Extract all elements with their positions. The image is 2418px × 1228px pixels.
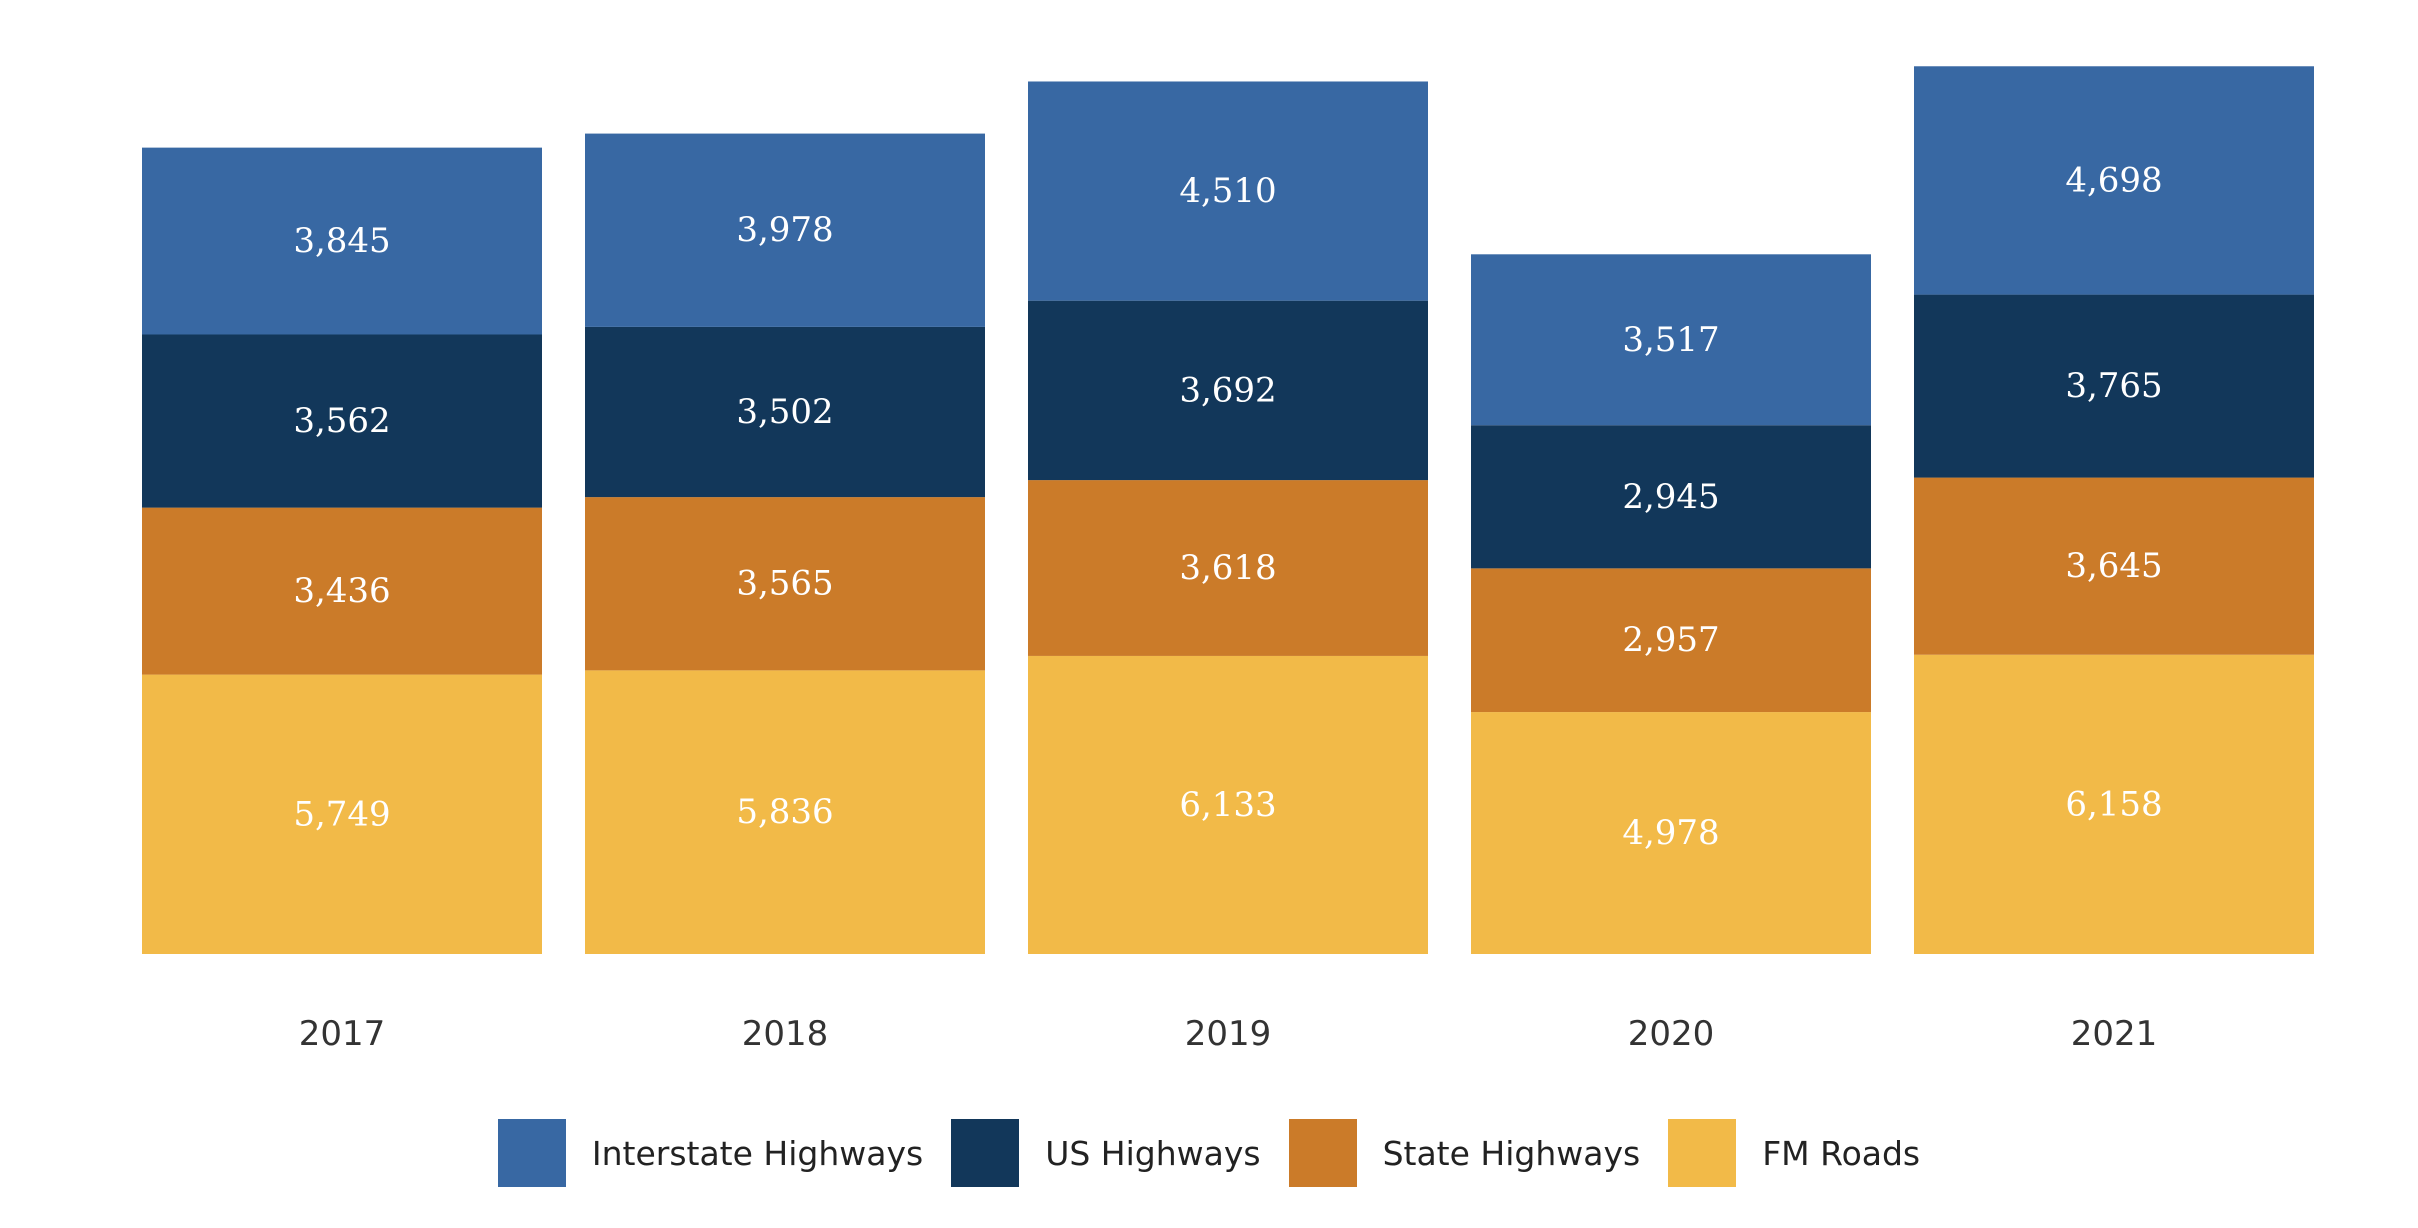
bar-us-highways-2017 <box>142 334 542 508</box>
legend-swatch-state-highways <box>1288 1119 1357 1187</box>
bar-interstate-highways-2019 <box>1028 81 1428 301</box>
legend-item-state-highways: State Highways <box>1288 1119 1641 1187</box>
data-label-fm-roads-2017: 5,749 <box>293 794 390 834</box>
bar-state-highways-2021 <box>1914 477 2314 655</box>
data-label-interstate-highways-2018: 3,978 <box>736 210 833 250</box>
data-label-us-highways-2020: 2,945 <box>1622 477 1719 517</box>
data-label-us-highways-2017: 3,562 <box>293 401 390 441</box>
bar-interstate-highways-2017 <box>142 147 542 335</box>
bar-fm-roads-2019 <box>1028 655 1428 954</box>
bar-state-highways-2020 <box>1471 568 1871 713</box>
x-tick-label-2017: 2017 <box>299 1014 386 1054</box>
bar-state-highways-2018 <box>585 497 985 671</box>
data-label-interstate-highways-2021: 4,698 <box>2065 160 2162 200</box>
bar-fm-roads-2021 <box>1914 654 2314 954</box>
bar-interstate-highways-2021 <box>1914 66 2314 295</box>
legend-label-fm-roads: FM Roads <box>1762 1133 1921 1173</box>
x-tick-label-2021: 2021 <box>2071 1014 2158 1054</box>
bar-us-highways-2020 <box>1471 425 1871 569</box>
bar-interstate-highways-2018 <box>585 133 985 327</box>
data-label-fm-roads-2018: 5,836 <box>736 792 833 832</box>
bar-state-highways-2019 <box>1028 480 1428 656</box>
chart-legend: Interstate Highways US Highways State Hi… <box>0 1115 2418 1191</box>
bars-layer <box>142 66 2314 954</box>
bar-us-highways-2021 <box>1914 294 2314 478</box>
legend-swatch-fm-roads <box>1668 1119 1737 1187</box>
data-label-us-highways-2021: 3,765 <box>2065 366 2162 406</box>
bar-state-highways-2017 <box>142 507 542 675</box>
legend-item-us-highways: US Highways <box>951 1119 1261 1187</box>
data-label-fm-roads-2020: 4,978 <box>1622 813 1719 853</box>
bar-fm-roads-2017 <box>142 674 542 954</box>
legend-item-interstate-highways: Interstate Highways <box>497 1119 924 1187</box>
data-label-interstate-highways-2017: 3,845 <box>293 221 390 261</box>
legend-label-state-highways: State Highways <box>1382 1133 1641 1173</box>
legend-item-fm-roads: FM Roads <box>1668 1119 1920 1187</box>
x-tick-label-2018: 2018 <box>742 1014 829 1054</box>
data-label-us-highways-2019: 3,692 <box>1179 370 1276 410</box>
bar-us-highways-2018 <box>585 326 985 498</box>
legend-swatch-us-highways <box>951 1119 1020 1187</box>
data-label-interstate-highways-2020: 3,517 <box>1622 320 1719 360</box>
legend-label-us-highways: US Highways <box>1045 1133 1261 1173</box>
data-label-state-highways-2020: 2,957 <box>1622 620 1719 660</box>
data-label-state-highways-2018: 3,565 <box>736 564 833 604</box>
bar-fm-roads-2020 <box>1471 712 1871 954</box>
x-tick-label-2020: 2020 <box>1628 1014 1715 1054</box>
data-labels-layer: 5,749 3,436 3,562 3,845 5,836 3,565 3,502 3,978… <box>293 160 2162 853</box>
data-label-fm-roads-2021: 6,158 <box>2065 784 2162 824</box>
x-tick-label-2019: 2019 <box>1185 1014 1272 1054</box>
bar-interstate-highways-2020 <box>1471 254 1871 426</box>
data-label-state-highways-2019: 3,618 <box>1179 548 1276 588</box>
data-label-us-highways-2018: 3,502 <box>736 392 833 432</box>
legend-swatch-interstate-highways <box>497 1119 566 1187</box>
x-axis-tick-labels: 2017 2018 2019 2020 2021 <box>299 1014 2158 1054</box>
data-label-interstate-highways-2019: 4,510 <box>1179 171 1276 211</box>
bar-fm-roads-2018 <box>585 670 985 954</box>
data-label-fm-roads-2019: 6,133 <box>1179 785 1276 825</box>
data-label-state-highways-2017: 3,436 <box>293 571 390 611</box>
data-label-state-highways-2021: 3,645 <box>2065 546 2162 586</box>
legend-label-interstate-highways: Interstate Highways <box>591 1133 924 1173</box>
bar-us-highways-2019 <box>1028 300 1428 481</box>
